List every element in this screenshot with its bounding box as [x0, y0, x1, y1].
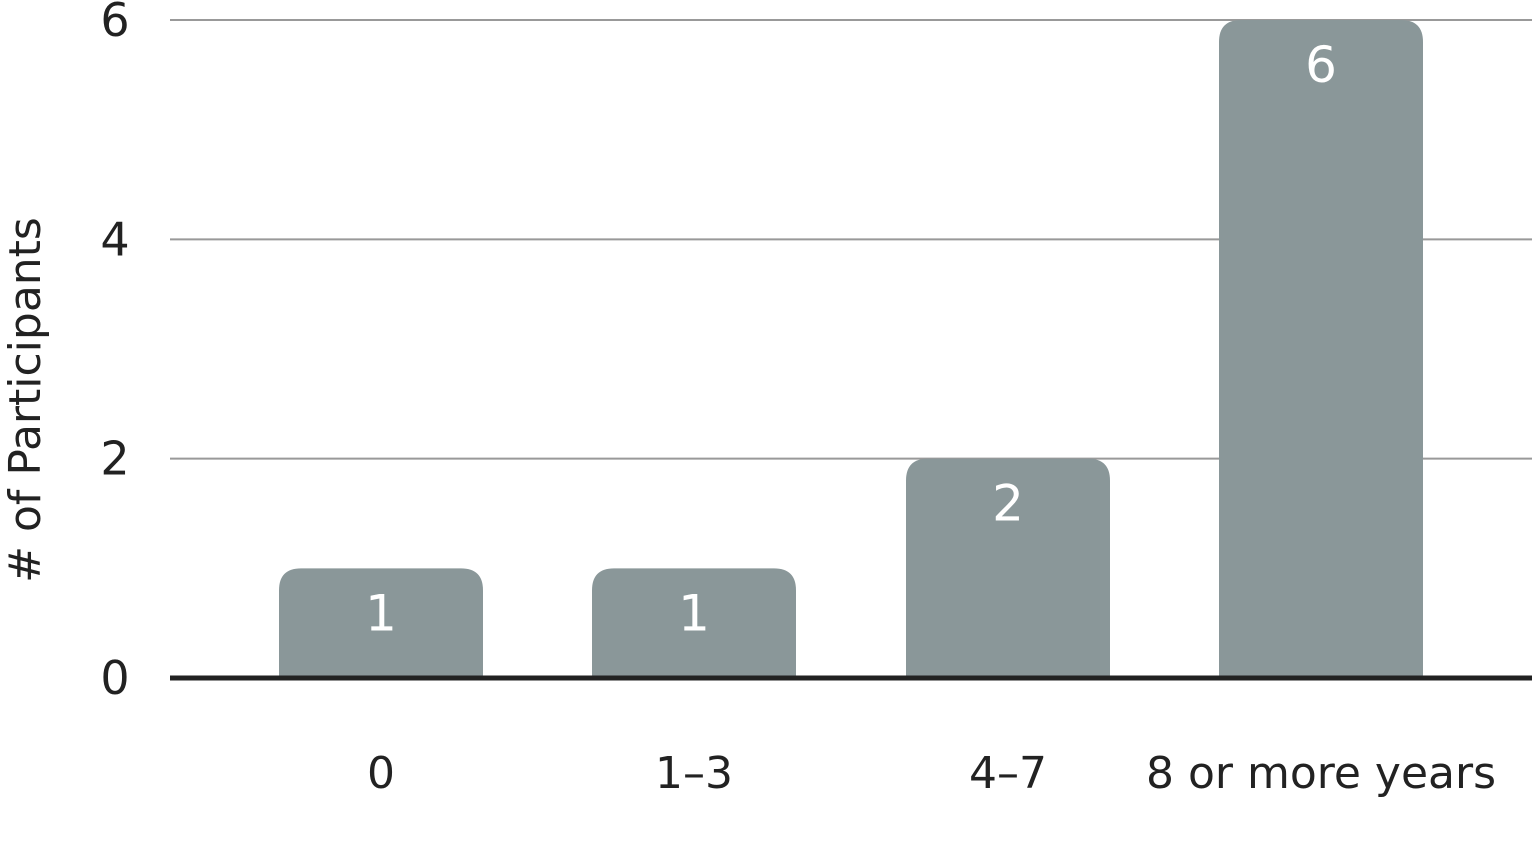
x-category-label: 0: [367, 748, 395, 799]
bar-data-label: 1: [365, 584, 397, 642]
y-tick-label: 4: [100, 212, 129, 266]
bar: [1219, 20, 1423, 678]
bars: 1 1 2 6: [279, 20, 1423, 678]
bar-data-label: 2: [992, 475, 1024, 533]
y-tick-label: 0: [100, 651, 129, 705]
x-category-label: 4–7: [969, 748, 1047, 799]
y-tick-label: 2: [100, 432, 129, 486]
bar: [906, 458, 1110, 678]
y-tick-label: 6: [100, 0, 129, 47]
bar: [592, 568, 796, 678]
bar-data-label: 1: [678, 584, 710, 642]
y-axis-title: # of Participants: [0, 217, 51, 583]
x-category-label: 1–3: [655, 748, 733, 799]
y-axis-ticks: 0 2 4 6: [100, 0, 129, 705]
bar: [279, 568, 483, 678]
bar-data-label: 6: [1305, 36, 1337, 94]
x-axis-categories: 0 1–3 4–7 8 or more years: [367, 748, 1496, 799]
x-category-label: 8 or more years: [1146, 748, 1496, 799]
